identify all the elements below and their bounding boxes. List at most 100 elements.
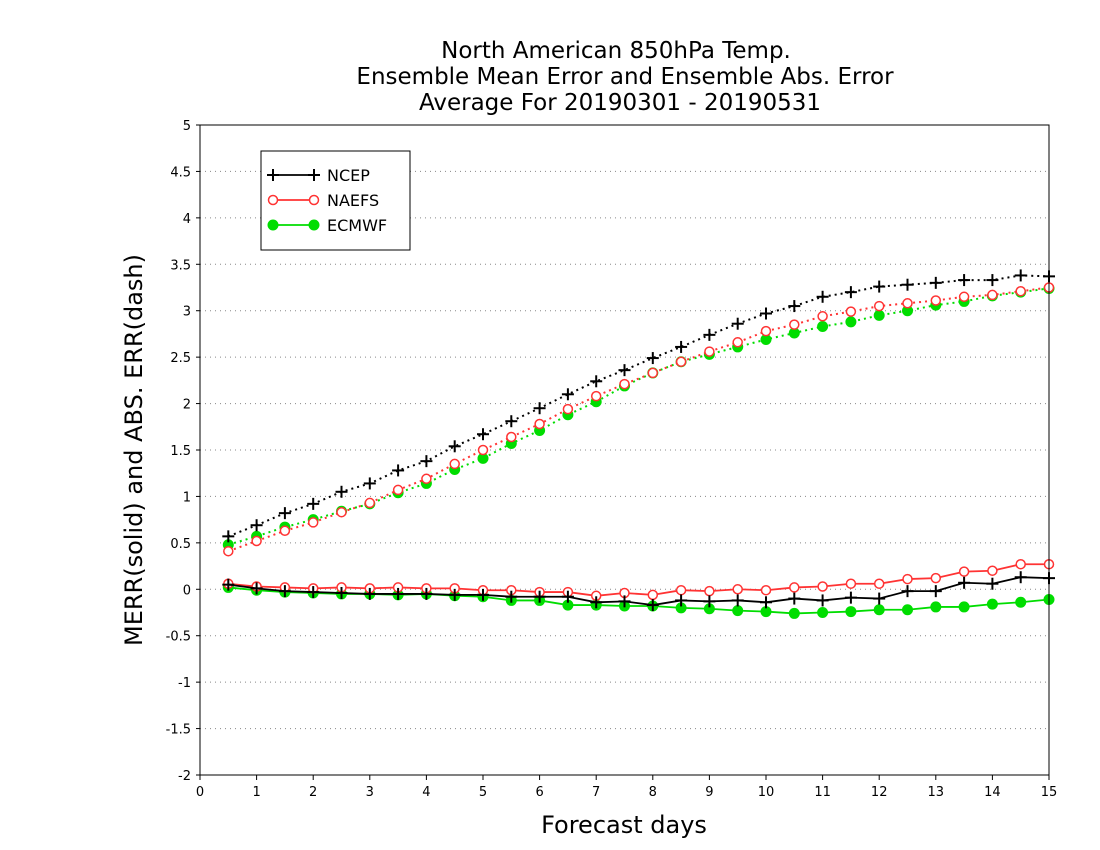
x-tick-label: 0	[196, 785, 204, 800]
ncep-abs-error-plus-marker	[505, 415, 518, 428]
y-tick-label: 1	[183, 490, 191, 505]
ncep-abs-error-plus-marker	[448, 440, 461, 453]
x-tick-label: 2	[309, 785, 317, 800]
x-tick-label: 12	[871, 785, 888, 800]
x-tick-label: 1	[252, 785, 260, 800]
ncep-mean-error-plus-marker	[335, 587, 348, 599]
ncep-mean-error-plus-marker	[760, 596, 772, 609]
legend-naefs-circle-marker	[267, 194, 279, 206]
series-layer	[222, 269, 1055, 619]
ncep-abs-error-plus-marker	[929, 276, 942, 289]
ncep-abs-error-plus-marker	[986, 274, 999, 287]
y-tick-label: -1	[178, 676, 191, 691]
x-tick-label: 15	[1041, 785, 1058, 800]
x-tick-label: 3	[366, 785, 374, 800]
naefs-abs-error-circle-marker	[562, 403, 574, 415]
chart-title-line-3: Average For 20190301 - 20190531	[419, 90, 821, 116]
x-axis-label: Forecast days	[541, 811, 707, 839]
ncep-mean-error-plus-marker	[448, 588, 461, 601]
ncep-mean-error-plus-marker	[222, 578, 235, 591]
axis-ticks: -2-1.5-1-0.500.511.522.533.544.550 1 2 3 4 5 6…	[166, 119, 1058, 800]
ncep-mean-error-plus-marker	[901, 585, 914, 598]
ncep-mean-error-plus-marker	[561, 590, 574, 603]
x-tick-label: 8	[649, 785, 657, 800]
naefs-mean-error-circle-marker	[817, 581, 828, 592]
y-tick-label: -1.5	[166, 723, 191, 738]
naefs-abs-error-circle-marker	[392, 484, 404, 496]
ncep-mean-error-plus-marker	[392, 587, 405, 600]
ncep-mean-error-plus-marker	[788, 592, 801, 605]
ecmwf-mean-error-dot-marker	[845, 606, 857, 618]
y-tick-label: 1.5	[170, 444, 191, 459]
ncep-mean-error-plus-marker	[590, 596, 603, 609]
x-tick-label: 14	[984, 785, 1001, 800]
ncep-abs-error-plus-marker	[278, 507, 291, 520]
legend-ncep-plus-marker	[267, 169, 279, 181]
ecmwf-abs-error-dot-marker	[817, 321, 829, 332]
y-tick-label: 3	[183, 305, 191, 320]
naefs-abs-error-circle-marker	[760, 325, 772, 337]
legend-ncep-plus-marker	[308, 169, 320, 181]
x-tick-label: 11	[814, 785, 831, 800]
ncep-mean-error-plus-marker	[958, 576, 971, 589]
naefs-mean-error-circle-marker	[789, 582, 800, 593]
naefs-abs-error-circle-marker	[534, 418, 545, 430]
naefs-abs-error-circle-marker	[279, 525, 291, 537]
naefs-abs-error-circle-marker	[675, 356, 687, 368]
ncep-mean-error-plus-marker	[477, 588, 489, 601]
legend-label-ncep: NCEP	[327, 166, 370, 185]
naefs-mean-error-circle-marker	[1015, 558, 1026, 570]
x-tick-label: 6	[535, 785, 543, 800]
naefs-mean-error-circle-marker	[675, 584, 687, 596]
naefs-abs-error-circle-marker	[364, 497, 376, 509]
ecmwf-mean-error-dot-marker	[1015, 596, 1027, 608]
ncep-abs-error-plus-marker	[363, 477, 376, 490]
ncep-abs-error-plus-marker	[250, 519, 263, 532]
ncep-abs-error-plus-marker	[1014, 269, 1027, 282]
x-tick-label: 5	[479, 785, 487, 800]
ncep-mean-error-plus-marker	[873, 592, 886, 605]
ecmwf-mean-error-dot-marker	[732, 605, 744, 617]
y-tick-label: -0.5	[166, 630, 191, 645]
ncep-abs-error-plus-marker	[760, 307, 772, 320]
naefs-abs-error-circle-marker	[987, 289, 998, 301]
naefs-abs-error-circle-marker	[449, 458, 460, 470]
ncep-abs-error-plus-marker	[873, 280, 886, 293]
ncep-abs-error-plus-marker	[844, 286, 857, 299]
naefs-abs-error-circle-marker	[619, 378, 630, 390]
ecmwf-abs-error-dot-marker	[845, 316, 857, 328]
x-tick-label: 13	[928, 785, 945, 800]
ncep-mean-error-plus-marker	[307, 586, 320, 599]
naefs-mean-error-circle-marker	[987, 565, 998, 576]
ncep-abs-error-plus-marker	[590, 375, 603, 388]
naefs-mean-error-circle-marker	[845, 578, 857, 589]
naefs-mean-error-circle-marker	[930, 572, 942, 584]
naefs-mean-error-circle-marker	[732, 584, 743, 595]
legend-naefs-circle-marker	[308, 194, 320, 206]
ncep-mean-error-line	[228, 576, 1050, 606]
ncep-mean-error-plus-marker	[1014, 571, 1027, 584]
y-tick-label: 4	[183, 212, 191, 227]
ncep-abs-error-plus-marker	[307, 497, 320, 510]
naefs-abs-error-circle-marker	[251, 535, 262, 547]
legend-label-naefs: NAEFS	[327, 191, 379, 210]
naefs-abs-error-circle-marker	[817, 311, 828, 322]
y-axis-label: MERR(solid) and ABS. ERR(dash)	[120, 254, 148, 646]
ncep-mean-error-plus-marker	[731, 594, 744, 607]
naefs-abs-error-circle-marker	[506, 431, 517, 443]
ecmwf-mean-error-dot-marker	[788, 607, 800, 619]
ncep-abs-error-plus-marker	[533, 402, 546, 415]
ncep-abs-error-plus-marker	[420, 455, 433, 468]
ncep-abs-error-line	[227, 274, 1050, 538]
ncep-mean-error-plus-marker	[703, 595, 716, 608]
ncep-mean-error-plus-marker	[363, 587, 376, 600]
ncep-mean-error-plus-marker	[533, 590, 546, 603]
naefs-mean-error-circle-marker	[873, 578, 885, 589]
ncep-abs-error-plus-marker	[222, 530, 235, 543]
y-tick-label: 5	[183, 119, 191, 134]
naefs-abs-error-circle-marker	[477, 444, 489, 456]
ncep-abs-error-plus-marker	[618, 364, 631, 377]
legend-ecmwf-dot-marker	[308, 219, 320, 231]
naefs-abs-error-circle-marker	[789, 319, 800, 330]
